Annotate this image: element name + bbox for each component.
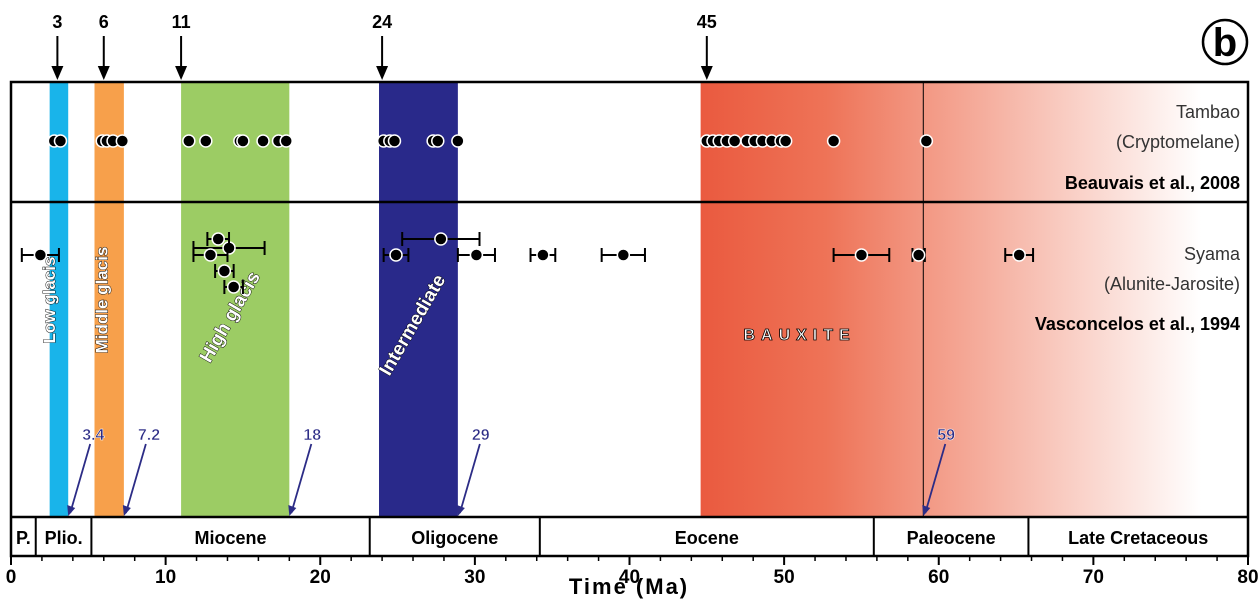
- tambao-point-15: [387, 134, 402, 148]
- epoch-label-5: Paleocene: [907, 528, 996, 548]
- top-marker-arrow-0: [51, 66, 64, 80]
- top-marker-arrow-3: [376, 66, 389, 80]
- syama-point-8: [469, 248, 484, 262]
- epoch-label-2: Miocene: [195, 528, 267, 548]
- tambao-point-5: [115, 134, 130, 148]
- syama-point-5: [226, 280, 241, 294]
- x-tick-label-6: 60: [928, 567, 949, 588]
- end-arrow-3: [459, 443, 481, 514]
- epoch-label-0: P.: [16, 528, 31, 548]
- syama-mineral: (Alunite-Jarosite): [1104, 274, 1240, 294]
- end-arrowhead-3: [456, 505, 465, 516]
- top-markers: 3 6 11 24 45: [51, 12, 717, 80]
- tambao-point-1: [53, 134, 68, 148]
- top-marker-label-0: 3: [52, 12, 62, 32]
- tambao-point-29: [778, 134, 793, 148]
- end-arrow-4: [924, 443, 947, 514]
- tambao-point-23: [727, 134, 742, 148]
- band-0: [49, 82, 69, 517]
- end-arrowhead-0: [67, 505, 76, 516]
- band-label-0: Low glacis: [40, 257, 59, 344]
- x-tick-label-0: 0: [6, 567, 17, 588]
- band-3: [379, 82, 458, 517]
- band-label-1: Middle glacis: [93, 247, 112, 354]
- bauxite-band: [700, 82, 1202, 517]
- syama-point-4: [217, 264, 232, 278]
- series-labels: Tambao (Cryptomelane) Beauvais et al., 2…: [1035, 102, 1241, 334]
- epoch-label-3: Oligocene: [411, 528, 498, 548]
- top-marker-label-4: 45: [697, 12, 717, 32]
- syama-point-10: [616, 248, 631, 262]
- band-1: [94, 82, 124, 517]
- tambao-mineral: (Cryptomelane): [1116, 132, 1240, 152]
- syama-point-3: [203, 248, 218, 262]
- syama-point-6: [434, 232, 448, 246]
- end-arrow-0: [69, 443, 92, 514]
- tambao-point-12: [279, 134, 293, 148]
- tambao-point-30: [826, 134, 841, 148]
- tambao-point-31: [919, 134, 934, 148]
- epoch-label-1: Plio.: [45, 528, 83, 548]
- data-points: [20, 134, 1035, 294]
- tambao-name: Tambao: [1176, 102, 1240, 122]
- top-marker-label-3: 24: [372, 12, 392, 32]
- syama-point-12: [911, 248, 926, 262]
- end-arrow-1: [125, 443, 147, 514]
- end-arrowhead-1: [122, 505, 131, 516]
- panel-letter: b: [1213, 21, 1237, 65]
- bauxite-label: BAUXITE: [743, 327, 855, 344]
- tambao-point-9: [236, 134, 250, 148]
- end-arrowhead-4: [922, 505, 931, 516]
- syama-point-9: [536, 248, 550, 262]
- x-tick-label-4: 40: [619, 567, 640, 588]
- top-marker-arrow-4: [700, 66, 713, 80]
- tambao-point-6: [182, 134, 196, 148]
- top-marker-arrow-1: [97, 66, 110, 80]
- syama-point-7: [389, 248, 403, 262]
- end-label-0: 3.4: [82, 427, 104, 444]
- tambao-point-10: [256, 134, 270, 148]
- syama-reference: Vasconcelos et al., 1994: [1035, 314, 1240, 334]
- syama-point-0: [33, 248, 48, 262]
- syama-name: Syama: [1184, 244, 1241, 264]
- x-tick-label-3: 30: [464, 567, 485, 588]
- x-tick-label-5: 50: [774, 567, 795, 588]
- top-marker-label-1: 6: [99, 12, 109, 32]
- end-arrow-2: [290, 443, 313, 514]
- x-axis: 0 10 20 30 40 50 60 70 80: [6, 556, 1259, 588]
- end-label-3: 29: [472, 427, 490, 444]
- tambao-point-7: [199, 134, 213, 148]
- panel-label: b: [1201, 18, 1249, 66]
- syama-point-13: [1012, 248, 1026, 262]
- tambao-point-17: [431, 134, 445, 148]
- tambao-point-18: [451, 134, 465, 148]
- end-label-2: 18: [303, 427, 321, 444]
- epoch-label-6: Late Cretaceous: [1068, 528, 1208, 548]
- end-label-4: 59: [937, 427, 955, 444]
- syama-point-11: [854, 248, 869, 262]
- x-tick-label-2: 20: [310, 567, 331, 588]
- end-arrowhead-2: [288, 505, 297, 516]
- band-2: [181, 82, 290, 517]
- x-tick-label-7: 70: [1083, 567, 1104, 588]
- epoch-label-4: Eocene: [675, 528, 739, 548]
- epoch-row: P. Plio. Miocene Oligocene Eocene Paleocene La…: [16, 517, 1208, 556]
- x-tick-label-1: 10: [155, 567, 176, 588]
- x-tick-label-8: 80: [1237, 567, 1258, 588]
- tambao-reference: Beauvais et al., 2008: [1065, 173, 1240, 193]
- syama-point-2: [211, 232, 225, 246]
- end-label-1: 7.2: [138, 427, 160, 444]
- top-marker-label-2: 11: [172, 12, 191, 32]
- x-axis-title: Time (Ma): [569, 574, 689, 599]
- top-marker-arrow-2: [175, 66, 188, 80]
